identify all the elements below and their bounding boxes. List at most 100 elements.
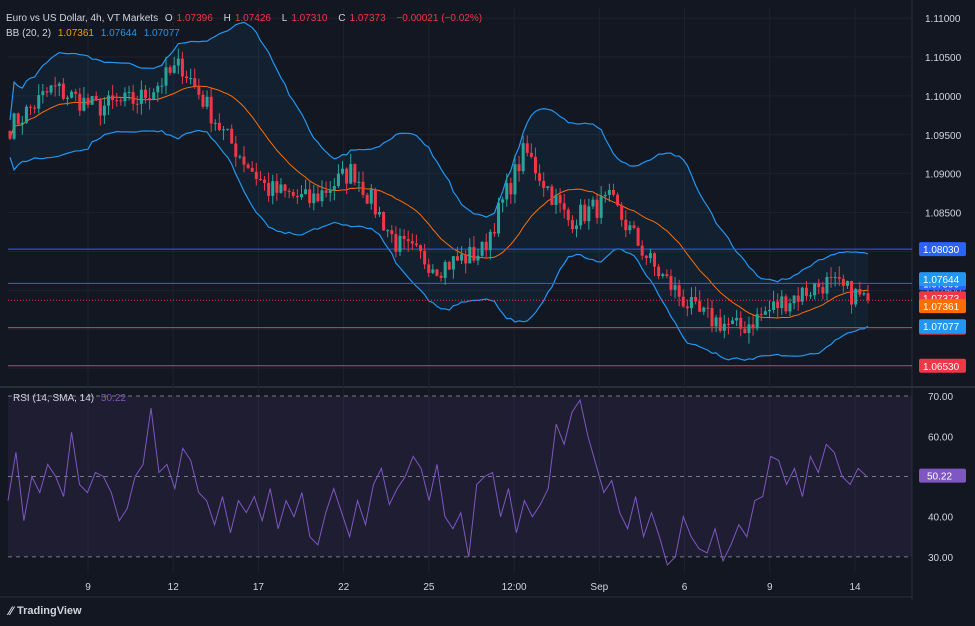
- candle-body: [423, 250, 427, 265]
- candle-body: [538, 173, 542, 181]
- candle-body: [640, 245, 644, 256]
- candle-body: [497, 202, 501, 234]
- candle-body: [189, 78, 193, 80]
- tradingview-logo[interactable]: ⁄⁄ TradingView: [9, 604, 82, 618]
- candle-body: [369, 189, 373, 204]
- candle-body: [845, 281, 849, 286]
- rsi-value-tag: [919, 468, 966, 483]
- candle-body: [65, 97, 69, 99]
- candle-body: [595, 199, 599, 218]
- candle-body: [406, 239, 410, 242]
- candle-body: [468, 246, 472, 264]
- candle-body: [291, 192, 295, 196]
- symbol-title: Euro vs US Dollar, 4h, VT Markets: [6, 13, 159, 24]
- candle-body: [8, 130, 12, 139]
- tradingview-logo-icon: ⁄⁄: [9, 604, 14, 618]
- rsi-tick-label: 60.00: [928, 432, 953, 443]
- candle-body: [751, 324, 755, 329]
- candle-body: [238, 156, 242, 158]
- candle-body: [858, 289, 862, 295]
- candle-body: [616, 194, 620, 206]
- candle-body: [525, 143, 529, 153]
- candle-body: [341, 168, 345, 174]
- candle-body: [419, 245, 423, 251]
- candle-body: [107, 95, 111, 106]
- candle-body: [599, 196, 603, 218]
- candle-body: [591, 199, 595, 207]
- candle-body: [492, 231, 496, 234]
- candle-body: [148, 98, 152, 100]
- candle-body: [620, 205, 624, 220]
- candle-body: [685, 306, 689, 309]
- candle-body: [123, 92, 127, 102]
- candle-body: [29, 106, 33, 108]
- candle-body: [484, 241, 488, 251]
- candle-body: [632, 225, 636, 229]
- time-tick-label: Sep: [590, 582, 608, 593]
- candle-body: [644, 255, 648, 259]
- candle-body: [755, 314, 759, 329]
- candle-body: [102, 105, 106, 116]
- candle-body: [550, 186, 554, 205]
- candle-body: [710, 308, 714, 327]
- time-tick-label: 6: [682, 582, 688, 593]
- candle-body: [587, 206, 591, 222]
- price-tag-label: 1.07077: [923, 322, 960, 333]
- candle-body: [460, 254, 464, 261]
- candle-body: [776, 301, 780, 309]
- candle-body: [349, 164, 353, 184]
- candle-body: [78, 93, 82, 111]
- candle-body: [414, 243, 418, 246]
- candle-body: [37, 95, 41, 109]
- candle-body: [131, 91, 135, 104]
- candle-body: [209, 96, 213, 124]
- candle-body: [382, 211, 386, 231]
- candle-body: [12, 113, 16, 139]
- candle-body: [464, 254, 468, 264]
- candle-body: [74, 91, 78, 94]
- candle-body: [49, 85, 53, 93]
- candle-body: [390, 230, 394, 235]
- level-tag-resistance: [919, 242, 966, 257]
- candle-body: [217, 122, 221, 131]
- candle-body: [813, 283, 817, 296]
- candle-body: [94, 96, 98, 101]
- price-tick-label: 1.09000: [925, 170, 962, 181]
- candle-body: [353, 164, 357, 183]
- price-tick-label: 1.10000: [925, 92, 962, 103]
- candle-body: [657, 266, 661, 277]
- bb-label: BB (20, 2): [6, 28, 52, 39]
- rsi-value: 50.22: [100, 393, 126, 404]
- candle-body: [205, 96, 209, 107]
- candle-body: [90, 96, 94, 105]
- candle-body: [70, 91, 74, 98]
- candle-body: [168, 67, 172, 73]
- candle-body: [611, 189, 615, 195]
- candle-body: [628, 225, 632, 231]
- symbol-legend: Euro vs US Dollar, 4h, VT Markets O 1.073…: [6, 13, 486, 24]
- candle-body: [747, 324, 751, 334]
- candle-body: [357, 181, 361, 183]
- candle-body: [636, 228, 640, 246]
- rsi-tick-label: 70.00: [928, 392, 953, 403]
- candle-body: [850, 281, 854, 305]
- candle-body: [312, 193, 316, 204]
- bb-upper-value: 1.07644: [100, 28, 137, 39]
- candle-body: [784, 296, 788, 312]
- candle-body: [821, 287, 825, 294]
- rsi-legend: RSI (14, SMA, 14) 50.22: [13, 393, 130, 404]
- candle-body: [501, 199, 505, 203]
- tradingview-brand: TradingView: [17, 605, 82, 617]
- bb-basis-value: 1.07361: [57, 28, 94, 39]
- rsi-tick-label: 30.00: [928, 553, 953, 564]
- candle-body: [841, 278, 845, 286]
- candle-body: [320, 190, 324, 202]
- candle-body: [472, 246, 476, 261]
- candle-body: [143, 89, 147, 99]
- price-tick-label: 1.11000: [925, 14, 961, 25]
- candle-body: [854, 289, 858, 305]
- candle-body: [767, 309, 771, 312]
- candle-body: [119, 100, 123, 102]
